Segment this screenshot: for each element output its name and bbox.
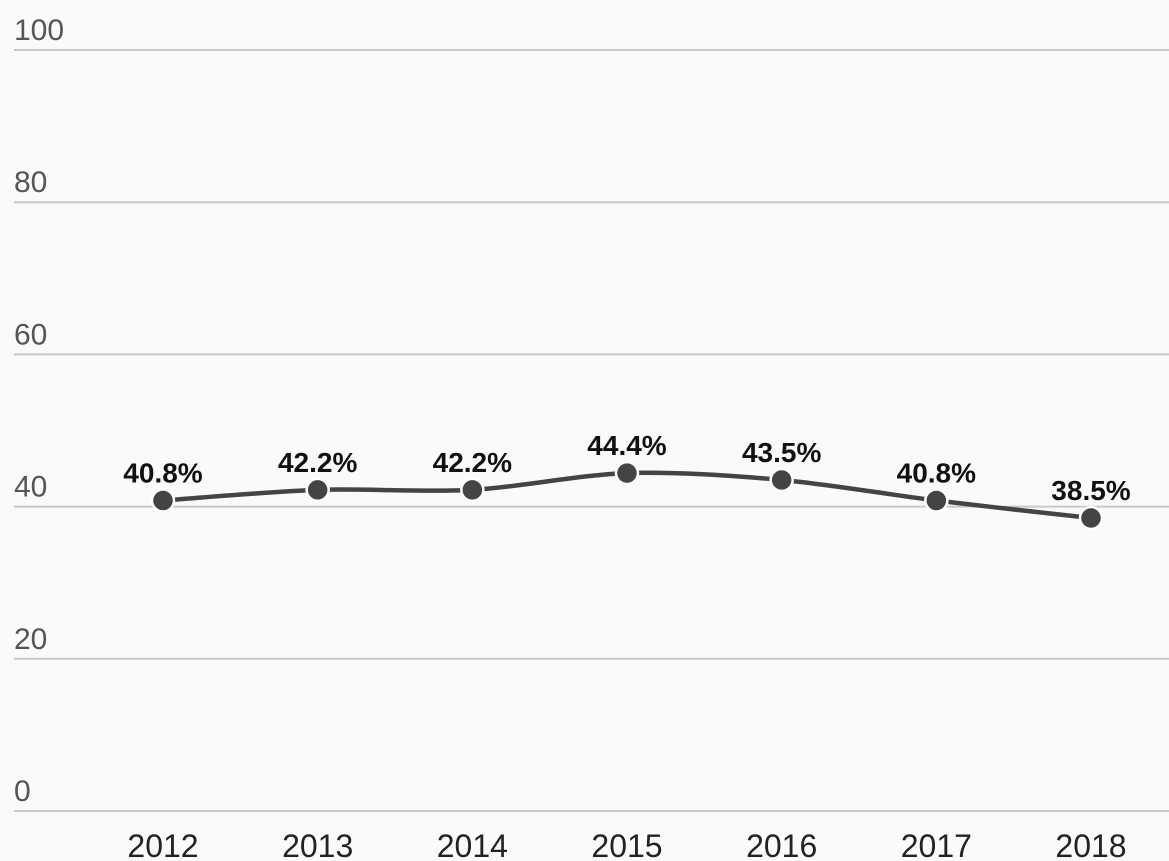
value-label: 44.4% (587, 430, 666, 461)
data-point (925, 490, 947, 512)
y-tick-label: 40 (14, 471, 47, 504)
x-tick-label: 2012 (127, 828, 198, 861)
y-tick-label: 0 (14, 775, 31, 808)
y-tick-label: 60 (14, 318, 47, 351)
data-point (461, 479, 483, 501)
page: 0 20 40 60 80 100 2012 2013 2014 2015 2016 2017 2018… (0, 0, 1169, 861)
value-label: 43.5% (742, 437, 821, 468)
value-label: 40.8% (123, 458, 202, 489)
y-tick-label: 20 (14, 623, 47, 656)
data-point (616, 462, 638, 484)
x-tick-label: 2015 (591, 828, 662, 861)
data-point (152, 490, 174, 512)
x-tick-label: 2018 (1055, 828, 1126, 861)
data-point (1080, 507, 1102, 529)
y-tick-label: 80 (14, 166, 47, 199)
data-point (307, 479, 329, 501)
x-tick-label: 2017 (901, 828, 972, 861)
value-label: 42.2% (278, 447, 357, 478)
value-label: 38.5% (1051, 475, 1130, 506)
value-label: 40.8% (897, 458, 976, 489)
x-tick-label: 2016 (746, 828, 817, 861)
y-tick-label: 100 (14, 14, 64, 47)
value-label: 42.2% (433, 447, 512, 478)
x-tick-label: 2014 (437, 828, 508, 861)
x-tick-label: 2013 (282, 828, 353, 861)
background (0, 0, 1169, 861)
chart: 0 20 40 60 80 100 2012 2013 2014 2015 2016 2017 2018… (0, 0, 1169, 861)
data-point (771, 469, 793, 491)
